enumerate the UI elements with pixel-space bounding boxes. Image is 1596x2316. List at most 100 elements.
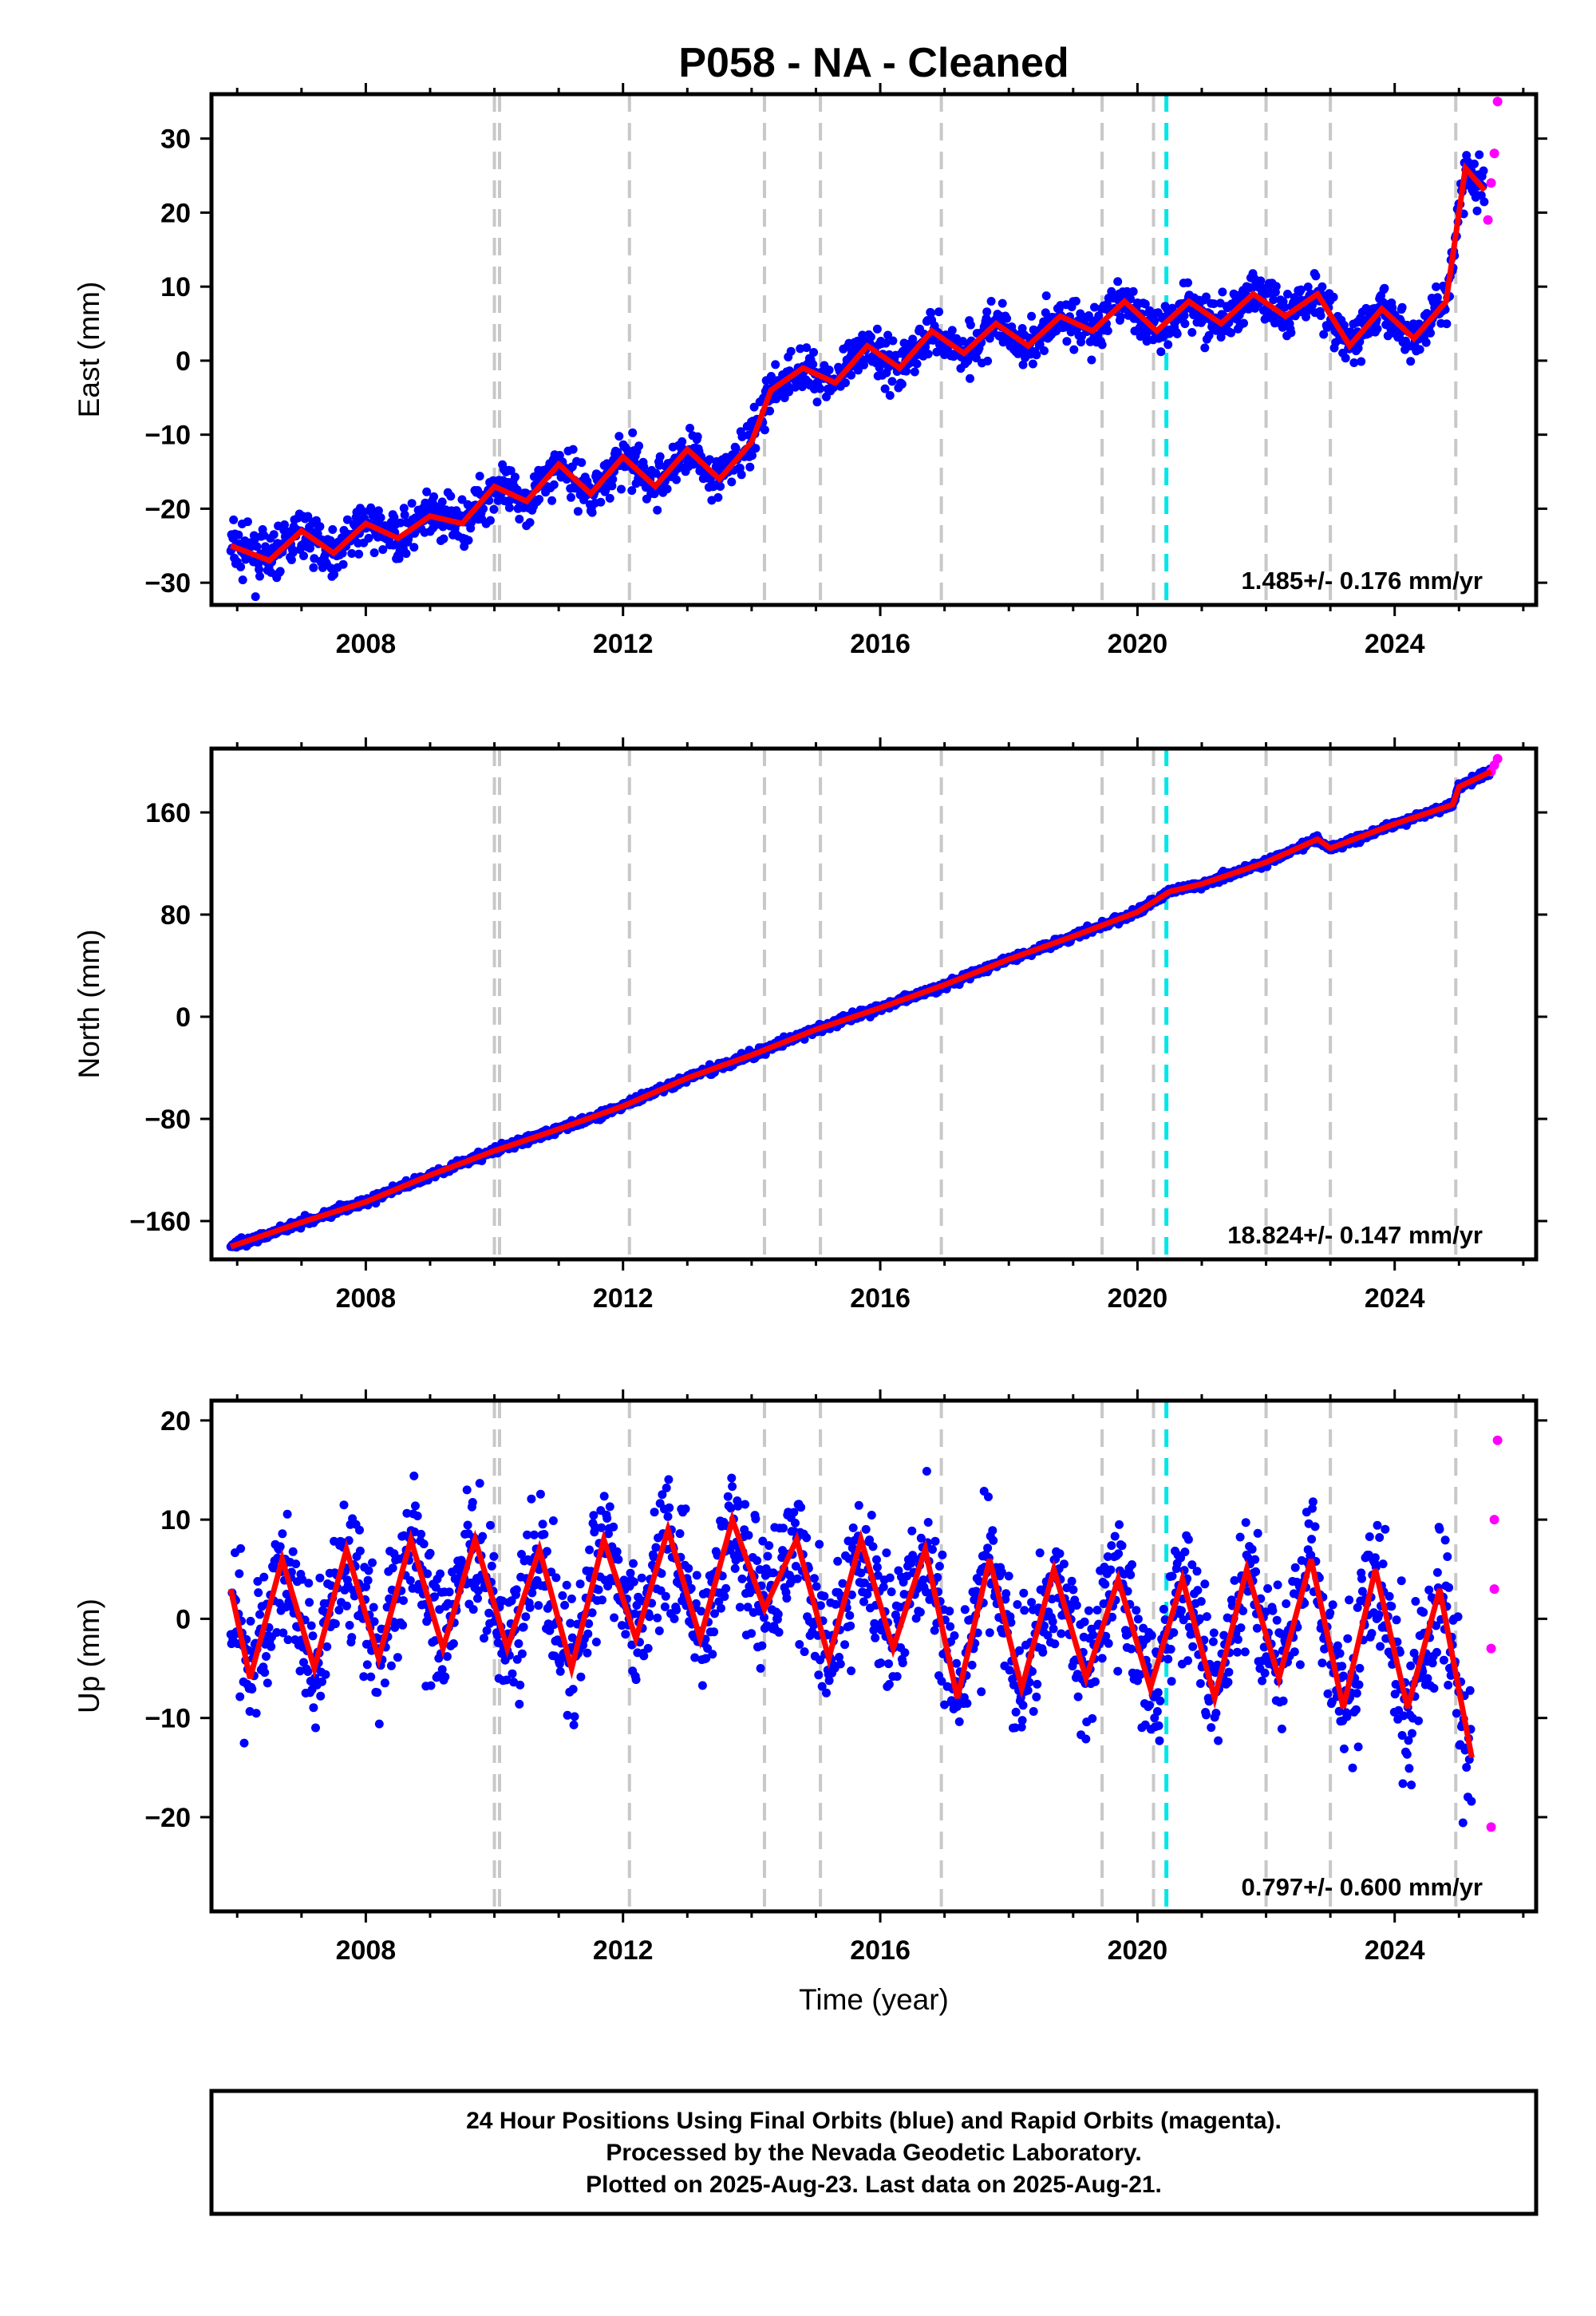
final-orbit-point [563, 1710, 572, 1720]
final-orbit-point [1179, 310, 1189, 320]
final-orbit-point [737, 470, 746, 480]
final-orbit-point [760, 425, 769, 435]
final-orbit-point [523, 1530, 532, 1539]
final-orbit-point [549, 480, 559, 489]
final-orbit-point [717, 1603, 725, 1613]
panel-frame [209, 92, 1539, 607]
y-tick-label: −10 [144, 421, 191, 451]
final-orbit-point [945, 1607, 954, 1616]
final-orbit-point [328, 525, 338, 534]
final-orbit-point [966, 320, 975, 330]
final-orbit-point [1090, 1677, 1100, 1686]
final-orbit-point [843, 1536, 853, 1546]
final-orbit-point [589, 1511, 598, 1520]
final-orbit-point [900, 1648, 910, 1658]
final-orbit-point [1027, 1598, 1037, 1607]
x-tick-label: 2016 [850, 1283, 911, 1314]
final-orbit-point [675, 1529, 685, 1539]
final-orbit-point [1057, 1629, 1066, 1638]
final-orbit-point [1140, 299, 1150, 309]
final-orbit-point [778, 1546, 788, 1555]
final-orbit-point [429, 492, 439, 501]
final-orbit-point [868, 1542, 878, 1551]
final-orbit-point [468, 1605, 478, 1614]
final-orbit-point [238, 575, 247, 585]
final-orbit-point [316, 1691, 326, 1701]
final-orbit-point [639, 462, 649, 472]
final-orbit-point [655, 452, 665, 461]
final-orbit-point [502, 1675, 512, 1685]
y-axis-label: North (mm) [73, 929, 105, 1078]
final-orbit-point [883, 330, 893, 340]
final-orbit-point [239, 1738, 249, 1748]
final-orbit-point [670, 1614, 679, 1623]
final-orbit-point [1088, 1713, 1097, 1723]
final-orbit-point [567, 1633, 577, 1642]
final-orbit-point [291, 1559, 301, 1569]
final-orbit-point [423, 1569, 433, 1579]
final-orbit-point [1218, 287, 1227, 297]
final-orbit-point [831, 1599, 840, 1609]
final-orbit-point [463, 1520, 472, 1530]
final-orbit-point [737, 1574, 747, 1583]
final-orbit-point [710, 1609, 719, 1618]
final-orbit-point [923, 350, 933, 359]
final-orbit-point [988, 1526, 998, 1535]
final-orbit-point [639, 1651, 649, 1661]
final-orbit-point [840, 1640, 850, 1650]
final-orbit-point [1015, 1646, 1024, 1655]
final-orbit-point [468, 1498, 477, 1507]
final-orbit-point [386, 1661, 396, 1670]
final-orbit-point [275, 1599, 284, 1608]
final-orbit-point [555, 451, 564, 460]
final-orbit-point [515, 1699, 524, 1709]
final-orbit-point [398, 1620, 408, 1630]
final-orbit-point [252, 542, 262, 551]
final-orbit-point [982, 307, 992, 317]
final-orbit-point [747, 1629, 757, 1638]
final-orbit-point [721, 1583, 731, 1593]
final-orbit-point [854, 1500, 863, 1510]
final-orbit-point [720, 1592, 729, 1601]
final-orbit-point [637, 1573, 646, 1583]
final-orbit-point [315, 1573, 325, 1583]
final-orbit-point [573, 507, 583, 516]
final-orbit-point [937, 1677, 946, 1686]
final-orbit-point [983, 1543, 993, 1553]
final-orbit-point [897, 379, 907, 389]
final-orbit-point [784, 387, 794, 397]
final-orbit-point [298, 1575, 307, 1584]
final-orbit-point [816, 1601, 825, 1611]
final-orbit-point [617, 484, 626, 494]
final-orbit-point [1027, 311, 1037, 321]
final-orbit-point [363, 1575, 373, 1585]
final-orbit-point [663, 1512, 673, 1521]
final-orbit-point [846, 1621, 855, 1630]
final-orbit-point [650, 1508, 659, 1517]
final-orbit-point [1001, 1589, 1011, 1599]
final-orbit-point [475, 472, 484, 481]
final-orbit-point [1167, 303, 1177, 313]
final-orbit-point [1283, 290, 1292, 298]
final-orbit-point [1092, 1606, 1102, 1614]
final-orbit-point [713, 492, 723, 502]
final-orbit-point [822, 1688, 831, 1697]
y-tick-label: 0 [176, 1002, 191, 1033]
final-orbit-point [703, 1644, 713, 1653]
final-orbit-point [286, 555, 296, 564]
final-orbit-point [1041, 291, 1051, 301]
final-orbit-point [1048, 1617, 1057, 1626]
final-orbit-point [607, 481, 617, 491]
final-orbit-point [605, 1502, 614, 1512]
final-orbit-point [741, 1500, 750, 1509]
final-orbit-point [587, 1608, 597, 1618]
final-orbit-point [306, 1621, 316, 1630]
x-tick-label: 2024 [1365, 629, 1425, 659]
final-orbit-point [288, 1547, 298, 1556]
final-orbit-point [977, 1687, 986, 1697]
final-orbit-point [568, 1685, 578, 1694]
final-orbit-point [473, 1594, 482, 1603]
final-orbit-point [525, 1603, 535, 1612]
final-orbit-point [1069, 1585, 1078, 1595]
